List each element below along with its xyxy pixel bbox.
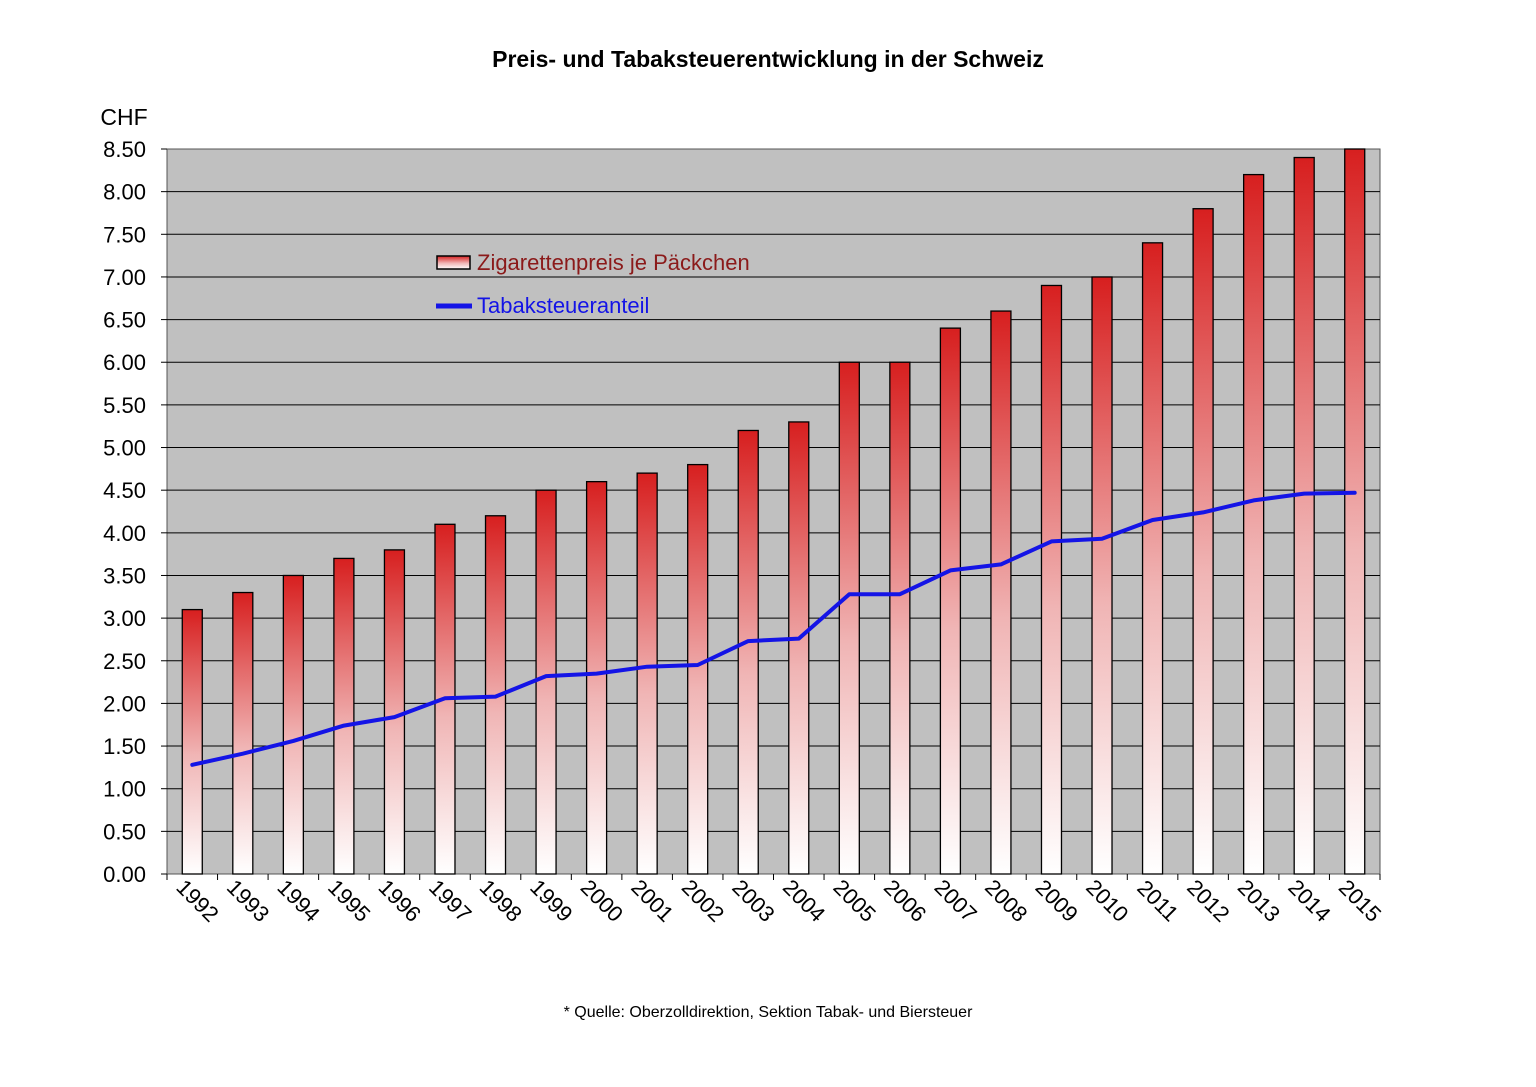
x-tick-label: 1993: [222, 875, 274, 927]
y-tick-label: 8.50: [103, 137, 146, 162]
bar: [1192, 208, 1214, 875]
legend-bar-swatch: [436, 255, 471, 270]
y-tick-label: 1.00: [103, 777, 146, 802]
x-tick-label: 2006: [879, 875, 931, 927]
y-tick-label: 0.50: [103, 819, 146, 844]
y-tick-label: 4.00: [103, 521, 146, 546]
bar: [1344, 148, 1366, 875]
x-tick-label: 2001: [626, 875, 678, 927]
x-tick-label: 2003: [727, 875, 779, 927]
x-tick-label: 1999: [525, 875, 577, 927]
bar: [636, 472, 658, 875]
x-tick-label: 2009: [1031, 875, 1083, 927]
y-tick-label: 5.50: [103, 393, 146, 418]
x-tick-label: 2004: [778, 875, 830, 927]
bar: [1091, 276, 1113, 875]
x-tick-label: 2012: [1182, 875, 1234, 927]
y-tick-label: 8.00: [103, 180, 146, 205]
series-line: [190, 490, 1357, 767]
y-tick-label: 7.00: [103, 265, 146, 290]
bar: [535, 489, 557, 875]
x-tick-label: 1995: [323, 875, 375, 927]
bar: [889, 361, 911, 875]
bar: [333, 557, 355, 875]
plot-area: [166, 148, 1381, 875]
y-tick-label: 6.50: [103, 308, 146, 333]
y-tick-label: 1.50: [103, 734, 146, 759]
legend-line-label: Tabaksteueranteil: [477, 293, 649, 318]
x-tick-label: 1994: [273, 875, 325, 927]
gridlines: [167, 191, 1380, 832]
bar: [383, 549, 406, 875]
y-tick-label: 7.50: [103, 222, 146, 247]
y-tick-label: 4.50: [103, 478, 146, 503]
bar: [232, 591, 254, 875]
y-axis-unit: CHF: [100, 104, 147, 130]
bar: [737, 429, 759, 875]
y-tick-label: 6.00: [103, 350, 146, 375]
y-tick-label: 2.50: [103, 649, 146, 674]
bar: [1293, 156, 1315, 875]
bar-series: [181, 148, 1366, 875]
bar: [990, 310, 1012, 875]
y-tick-label: 2.00: [103, 691, 146, 716]
x-tick-label: 1998: [475, 875, 527, 927]
x-tick-label: 2013: [1233, 875, 1285, 927]
x-tick-label: 2010: [1081, 875, 1133, 927]
y-tick-label: 0.00: [103, 862, 146, 887]
x-tick-label: 2005: [828, 875, 880, 927]
y-tick-label: 5.00: [103, 436, 146, 461]
x-tick-label: 2014: [1283, 875, 1335, 927]
bar: [939, 327, 962, 875]
x-tick-label: 2000: [576, 875, 628, 927]
bar: [687, 463, 709, 875]
x-tick-label: 2011: [1132, 875, 1183, 926]
x-tick-label: 1997: [424, 875, 476, 927]
y-tick-label: 3.50: [103, 563, 146, 588]
bar: [788, 421, 810, 875]
x-tick-label: 2007: [930, 875, 982, 927]
bar: [1141, 242, 1164, 875]
x-tick-label: 2015: [1334, 875, 1386, 927]
x-axis: 1992199319941995199619971998199920002001…: [166, 874, 1386, 927]
legend-bar-label: Zigarettenpreis je Päckchen: [477, 250, 750, 275]
bar: [181, 608, 203, 875]
line-series: [190, 490, 1357, 767]
bar: [1040, 284, 1063, 875]
x-tick-label: 2008: [980, 875, 1032, 927]
y-axis: 0.00 0.50 1.00 1.50 2.00 2.50 3.00 3.50 4.00 4.50…: [103, 137, 167, 887]
x-tick-label: 1996: [374, 875, 426, 927]
legend: Zigarettenpreis je Päckchen Tabaksteuera…: [436, 250, 750, 318]
y-tick-label: 3.00: [103, 606, 146, 631]
x-tick-label: 1992: [171, 875, 223, 927]
bar: [585, 480, 608, 875]
bar: [838, 361, 860, 875]
chart-title: Preis- und Tabaksteuerentwicklung in der…: [492, 46, 1044, 72]
x-tick-label: 2002: [677, 875, 729, 927]
bar: [1242, 173, 1265, 875]
source-note: * Quelle: Oberzolldirektion, Sektion Tab…: [564, 1004, 973, 1021]
bar: [282, 574, 305, 875]
